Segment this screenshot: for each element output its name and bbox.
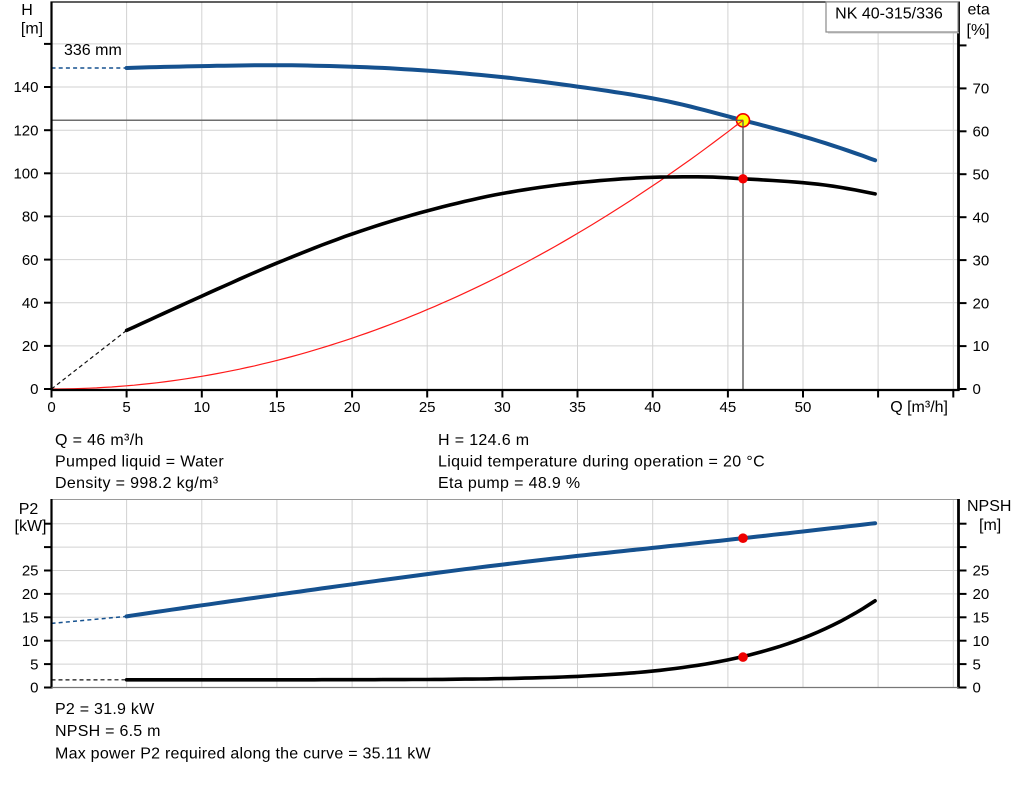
svg-text:5: 5 (30, 656, 38, 673)
svg-text:60: 60 (22, 252, 39, 269)
svg-text:10: 10 (973, 338, 990, 355)
svg-text:50: 50 (795, 399, 812, 416)
svg-text:H = 124.6 m: H = 124.6 m (438, 432, 529, 449)
svg-text:[m]: [m] (21, 21, 43, 38)
svg-text:40: 40 (973, 209, 990, 226)
svg-text:NK 40-315/336: NK 40-315/336 (835, 6, 943, 23)
svg-text:15: 15 (973, 610, 990, 627)
svg-text:0: 0 (973, 381, 981, 398)
svg-text:25: 25 (973, 563, 990, 580)
svg-text:0: 0 (30, 381, 38, 398)
svg-text:20: 20 (973, 586, 990, 603)
svg-text:0: 0 (47, 399, 55, 416)
svg-text:25: 25 (419, 399, 436, 416)
svg-text:35: 35 (569, 399, 586, 416)
svg-text:P2 = 31.9 kW: P2 = 31.9 kW (55, 701, 155, 718)
svg-text:0: 0 (30, 680, 38, 697)
svg-text:20: 20 (344, 399, 361, 416)
svg-text:70: 70 (973, 81, 990, 98)
svg-text:336 mm: 336 mm (64, 42, 122, 59)
svg-text:15: 15 (22, 610, 39, 627)
svg-text:Pumped liquid = Water: Pumped liquid = Water (55, 454, 224, 471)
svg-text:10: 10 (22, 633, 39, 650)
svg-text:P2: P2 (19, 501, 39, 518)
svg-text:[m]: [m] (979, 517, 1001, 534)
svg-text:120: 120 (13, 122, 38, 139)
svg-text:50: 50 (973, 166, 990, 183)
svg-text:5: 5 (973, 656, 981, 673)
svg-text:30: 30 (973, 252, 990, 269)
svg-text:Max power P2 required along th: Max power P2 required along the curve = … (55, 746, 432, 763)
svg-text:5: 5 (122, 399, 130, 416)
svg-text:40: 40 (644, 399, 661, 416)
svg-text:[kW]: [kW] (15, 518, 47, 535)
svg-text:Liquid temperature during oper: Liquid temperature during operation = 20… (438, 454, 765, 471)
svg-text:20: 20 (973, 295, 990, 312)
svg-text:Eta pump = 48.9 %: Eta pump = 48.9 % (438, 475, 580, 492)
svg-text:[%]: [%] (967, 22, 990, 39)
svg-text:Q = 46 m³/h: Q = 46 m³/h (55, 432, 144, 449)
svg-text:eta: eta (968, 2, 990, 19)
svg-text:40: 40 (22, 295, 39, 312)
svg-text:100: 100 (13, 166, 38, 183)
svg-text:45: 45 (720, 399, 737, 416)
svg-text:NPSH = 6.5 m: NPSH = 6.5 m (55, 723, 161, 740)
svg-text:10: 10 (193, 399, 210, 416)
svg-text:NPSH: NPSH (967, 498, 1011, 515)
svg-text:10: 10 (973, 633, 990, 650)
svg-text:15: 15 (269, 399, 286, 416)
svg-text:25: 25 (22, 563, 39, 580)
svg-text:60: 60 (973, 124, 990, 141)
svg-text:80: 80 (22, 209, 39, 226)
svg-text:Q [m³/h]: Q [m³/h] (890, 399, 948, 416)
svg-text:Density = 998.2 kg/m³: Density = 998.2 kg/m³ (55, 475, 219, 492)
svg-text:30: 30 (494, 399, 511, 416)
svg-text:H: H (21, 2, 33, 19)
svg-text:20: 20 (22, 586, 39, 603)
svg-text:20: 20 (22, 338, 39, 355)
svg-text:140: 140 (13, 79, 38, 96)
svg-text:0: 0 (973, 680, 981, 697)
